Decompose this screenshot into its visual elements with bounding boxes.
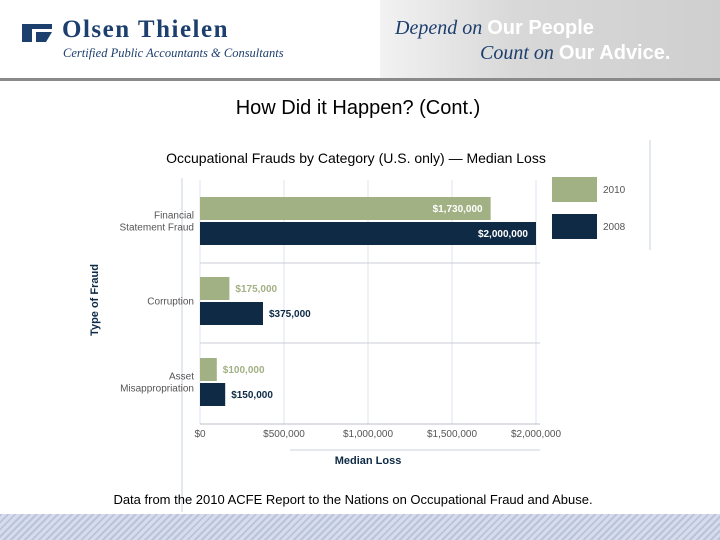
chart-text: Occupational Frauds by Category (U.S. on… (89, 150, 626, 467)
data-label-corruption-2008: $375,000 (269, 309, 311, 320)
bar-corruption-2008 (200, 302, 263, 325)
company-name: Olsen Thielen (62, 16, 229, 43)
x-tick-label: $500,000 (263, 429, 305, 440)
x-tick-label: $2,000,000 (511, 429, 561, 440)
bar-asset-2010 (200, 358, 217, 381)
company-logo-icon (22, 24, 52, 42)
slogan-line-1: Depend on Our People (395, 17, 594, 40)
legend-swatch-2010 (552, 177, 597, 202)
header-banner: Olsen Thielen Certified Public Accountan… (0, 0, 720, 81)
slogan-line-1-lead: Depend on (395, 17, 488, 39)
company-tagline: Certified Public Accountants & Consultan… (63, 46, 284, 60)
data-label-corruption-2010: $175,000 (235, 284, 277, 295)
slide-title: How Did it Happen? (Cont.) (235, 97, 481, 119)
slogan-line-2: Count on Our Advice. (480, 42, 670, 65)
data-label-asset-2008: $150,000 (231, 390, 273, 401)
slogan-panel (380, 0, 720, 78)
slogan-line-1-emphasis: Our People (487, 17, 594, 39)
legend-swatch-2008 (552, 214, 597, 239)
bar-financial-2010 (200, 197, 491, 220)
category-label-corruption: Corruption (147, 297, 194, 308)
legend-label-2008: 2008 (603, 222, 626, 233)
bar-corruption-2010 (200, 277, 230, 300)
category-label-asset: Asset (169, 372, 194, 383)
bar-asset-2008 (200, 383, 226, 406)
category-label-asset: Misappropriation (120, 384, 194, 395)
data-label-financial-2008: $2,000,000 (478, 229, 528, 240)
x-axis-label: Median Loss (335, 455, 402, 467)
x-tick-label: $1,000,000 (343, 429, 393, 440)
x-tick-label: $1,500,000 (427, 429, 477, 440)
slogan-line-2-lead: Count on (480, 42, 559, 64)
legend-label-2010: 2010 (603, 185, 626, 196)
category-label-financial: Statement Fraud (120, 223, 194, 234)
slogan-line-2-emphasis: Our Advice. (558, 42, 671, 64)
chart-title: Occupational Frauds by Category (U.S. on… (166, 150, 546, 166)
data-label-financial-2010: $1,730,000 (433, 204, 483, 215)
y-axis-label: Type of Fraud (89, 264, 101, 336)
chart-grid (199, 180, 540, 425)
x-tick-label: $0 (194, 429, 206, 440)
source-footnote: Data from the 2010 ACFE Report to the Na… (113, 492, 593, 507)
header-divider (0, 78, 720, 81)
chart-bars (200, 177, 597, 406)
bar-financial-2008 (200, 222, 536, 245)
category-label-financial: Financial (154, 211, 194, 222)
data-label-asset-2010: $100,000 (223, 365, 265, 376)
footer-band (0, 514, 720, 540)
